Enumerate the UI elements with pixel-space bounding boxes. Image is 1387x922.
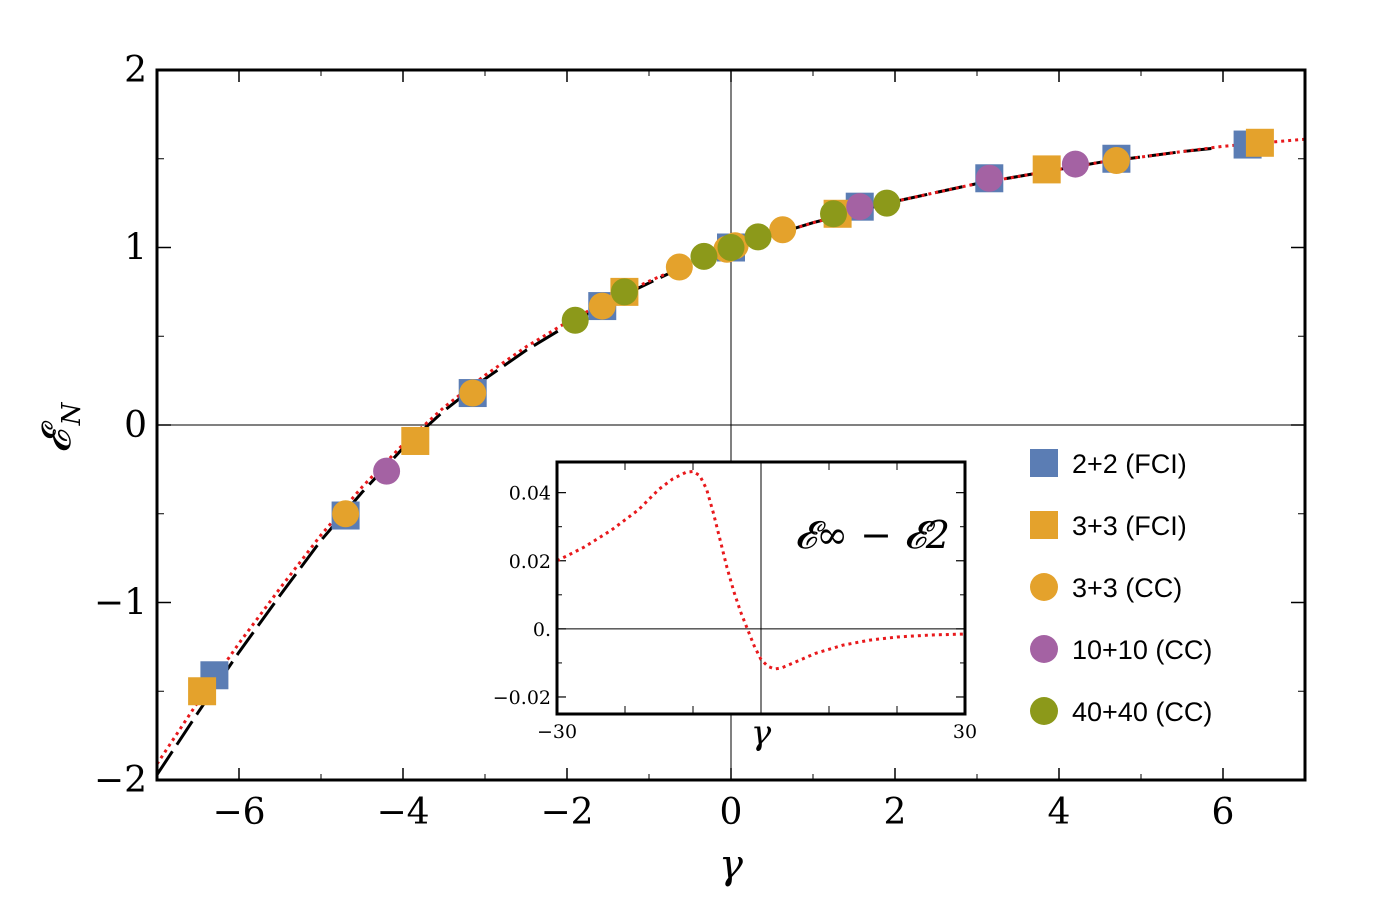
data-point-circle: [373, 457, 401, 485]
data-point-circle: [846, 193, 874, 221]
data-point-square: [401, 426, 430, 455]
inset-frame: [555, 460, 967, 716]
data-point-circle: [588, 292, 616, 320]
data-point-circle: [1061, 150, 1089, 178]
x-tick-label: −6: [212, 792, 265, 833]
y-tick-label: 1: [124, 228, 147, 269]
legend-item: 2+2 (FCI): [1030, 449, 1187, 479]
x-tick-label: 6: [1212, 792, 1235, 833]
legend-item: 10+10 (CC): [1030, 635, 1212, 665]
data-point-circle: [690, 242, 718, 270]
data-point-circle: [820, 200, 847, 228]
inset-x-tick-label: 30: [953, 721, 977, 743]
inset-y-tick-label: 0.: [533, 619, 551, 641]
legend-label: 10+10 (CC): [1072, 635, 1212, 665]
x-tick-label: 2: [884, 792, 907, 833]
legend-item: 3+3 (FCI): [1030, 511, 1187, 541]
inset-y-tick-label: 0.04: [509, 483, 551, 505]
x-tick-label: −2: [540, 792, 593, 833]
data-point-square: [188, 677, 217, 706]
legend-label: 2+2 (FCI): [1072, 449, 1187, 479]
inset-x-axis-title: γ: [751, 713, 772, 753]
plot-frame: [155, 68, 1307, 782]
inset-series-line: [556, 469, 966, 671]
data-point-circle: [717, 234, 745, 261]
data-point-square: [1245, 128, 1274, 157]
data-point-circle: [610, 278, 638, 306]
x-tick-label: 4: [1048, 792, 1071, 833]
inset-x-tick-label: −30: [537, 721, 577, 743]
y-tick-label: 2: [124, 50, 147, 91]
legend-marker-circle: [1030, 635, 1058, 663]
legend-marker-circle: [1030, 697, 1058, 725]
y-axis-title: 𝓔 N: [34, 401, 87, 453]
legend-item: 40+40 (CC): [1030, 697, 1212, 727]
x-tick-label: 0: [720, 792, 743, 833]
legend-marker-square: [1030, 449, 1058, 477]
data-point-circle: [975, 164, 1003, 192]
x-tick-label: −4: [376, 792, 429, 833]
data-point-circle: [873, 189, 901, 217]
legend-item: 3+3 (CC): [1030, 573, 1182, 603]
data-point-square: [1032, 155, 1061, 184]
inset-y-tick-label: 0.02: [509, 551, 551, 573]
data-point-circle: [1102, 147, 1130, 175]
legend-label: 3+3 (CC): [1072, 573, 1182, 603]
legend-marker-circle: [1030, 573, 1058, 601]
y-tick-label: −1: [94, 583, 147, 624]
legend-label: 40+40 (CC): [1072, 697, 1212, 727]
legend-marker-square: [1030, 511, 1058, 539]
legend-label: 3+3 (FCI): [1072, 511, 1187, 541]
y-axis-title-sub: N: [57, 401, 87, 426]
y-tick-label: −2: [94, 760, 147, 801]
inset-plot: −0.02 0. 0.02 0.04 −30 30 γ 𝓔∞ − 𝓔2: [493, 460, 977, 753]
y-tick-label: 0: [124, 405, 147, 446]
data-point-circle: [769, 216, 797, 244]
data-point-circle: [665, 253, 693, 281]
inset-curve-label: 𝓔∞ − 𝓔2: [795, 513, 950, 557]
legend: 2+2 (FCI) 3+3 (FCI) 3+3 (CC) 10+10 (CC) 40+4…: [1030, 449, 1212, 727]
inset-y-tick-label: −0.02: [493, 687, 551, 709]
x-axis-title: γ: [719, 842, 743, 888]
data-point-circle: [561, 306, 589, 334]
data-point-circle: [332, 500, 360, 528]
data-point-circle: [744, 223, 772, 251]
data-point-circle: [459, 379, 487, 407]
